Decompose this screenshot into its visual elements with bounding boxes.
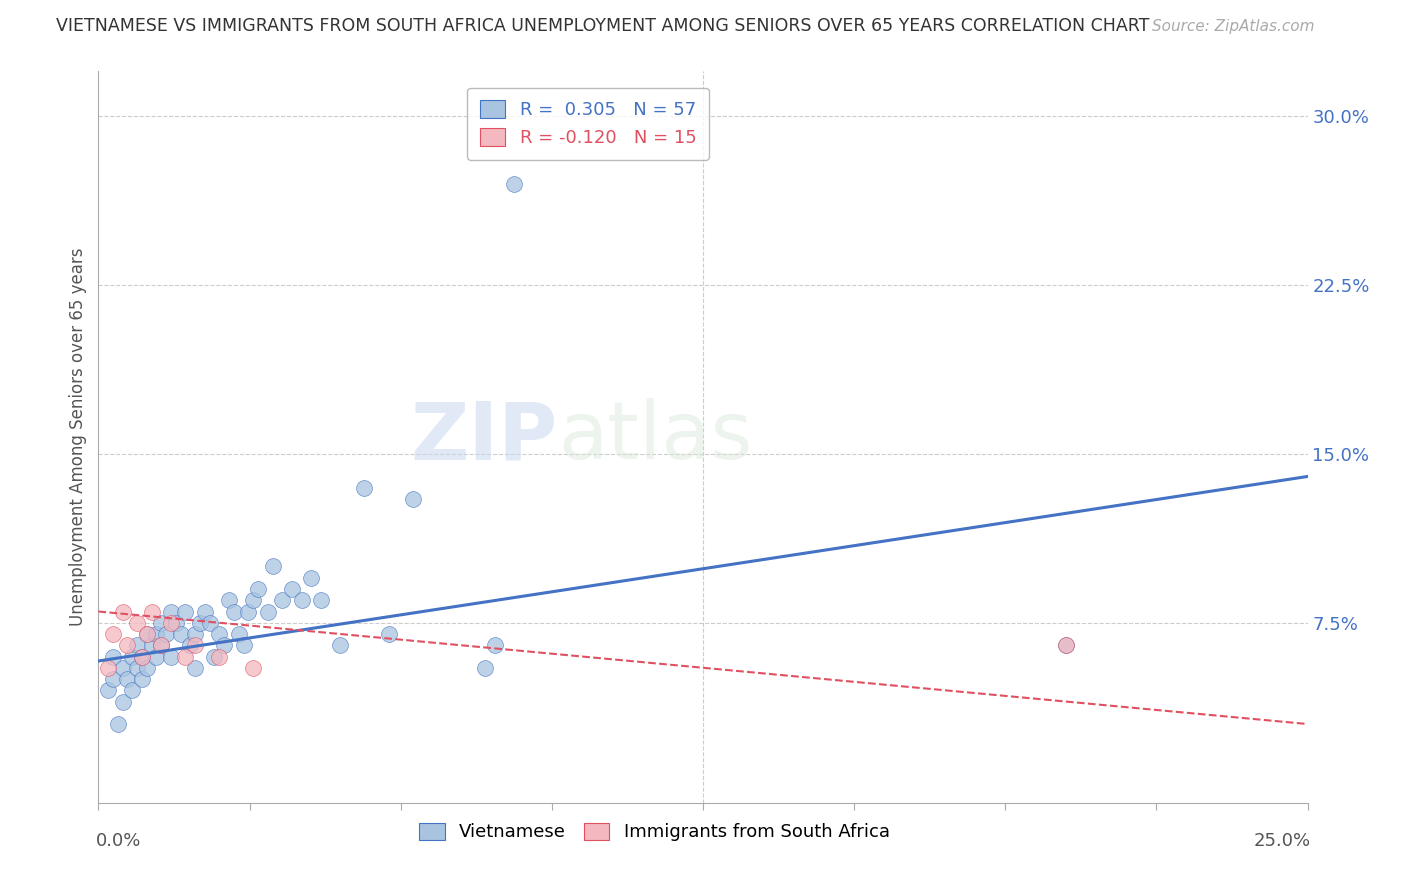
Point — [184, 627, 207, 641]
Point — [377, 627, 399, 641]
Point — [290, 593, 312, 607]
Point — [101, 649, 124, 664]
Point — [141, 638, 163, 652]
Point — [145, 649, 167, 664]
Point — [208, 627, 231, 641]
Point — [160, 649, 183, 664]
Point — [155, 627, 177, 641]
Point — [131, 649, 153, 664]
Point — [135, 627, 157, 641]
Point — [402, 491, 425, 506]
Point — [111, 661, 134, 675]
Point — [117, 638, 139, 652]
Point — [160, 615, 183, 630]
Point — [165, 615, 187, 630]
Point — [212, 638, 235, 652]
Point — [184, 661, 207, 675]
Text: Source: ZipAtlas.com: Source: ZipAtlas.com — [1152, 20, 1315, 34]
Point — [256, 605, 278, 619]
Text: 0.0%: 0.0% — [96, 831, 141, 849]
Point — [299, 571, 322, 585]
Point — [160, 605, 183, 619]
Point — [127, 661, 149, 675]
Point — [1054, 638, 1077, 652]
Point — [101, 672, 124, 686]
Point — [228, 627, 250, 641]
Point — [188, 615, 211, 630]
Legend: Vietnamese, Immigrants from South Africa: Vietnamese, Immigrants from South Africa — [412, 815, 897, 848]
Point — [262, 559, 284, 574]
Point — [150, 638, 173, 652]
Point — [329, 638, 352, 652]
Point — [117, 672, 139, 686]
Point — [141, 605, 163, 619]
Point — [204, 649, 226, 664]
Point — [150, 615, 173, 630]
Point — [111, 694, 134, 708]
Point — [242, 593, 264, 607]
Text: ZIP: ZIP — [411, 398, 558, 476]
Point — [247, 582, 270, 596]
Point — [97, 683, 120, 698]
Point — [121, 649, 143, 664]
Point — [222, 605, 245, 619]
Point — [232, 638, 254, 652]
Point — [503, 177, 526, 191]
Point — [271, 593, 294, 607]
Point — [127, 615, 149, 630]
Point — [135, 661, 157, 675]
Point — [174, 649, 197, 664]
Point — [281, 582, 304, 596]
Point — [131, 672, 153, 686]
Point — [353, 481, 375, 495]
Point — [107, 717, 129, 731]
Y-axis label: Unemployment Among Seniors over 65 years: Unemployment Among Seniors over 65 years — [69, 248, 87, 626]
Point — [150, 638, 173, 652]
Point — [194, 605, 217, 619]
Point — [309, 593, 332, 607]
Text: 25.0%: 25.0% — [1253, 831, 1310, 849]
Text: VIETNAMESE VS IMMIGRANTS FROM SOUTH AFRICA UNEMPLOYMENT AMONG SENIORS OVER 65 YE: VIETNAMESE VS IMMIGRANTS FROM SOUTH AFRI… — [56, 17, 1150, 35]
Point — [218, 593, 240, 607]
Point — [101, 627, 124, 641]
Point — [127, 638, 149, 652]
Point — [484, 638, 506, 652]
Point — [242, 661, 264, 675]
Point — [121, 683, 143, 698]
Point — [208, 649, 231, 664]
Point — [184, 638, 207, 652]
Point — [1054, 638, 1077, 652]
Point — [179, 638, 201, 652]
Point — [198, 615, 221, 630]
Text: atlas: atlas — [558, 398, 752, 476]
Point — [111, 605, 134, 619]
Point — [145, 627, 167, 641]
Point — [169, 627, 191, 641]
Point — [135, 627, 157, 641]
Point — [97, 661, 120, 675]
Point — [474, 661, 496, 675]
Point — [131, 649, 153, 664]
Point — [238, 605, 260, 619]
Point — [174, 605, 197, 619]
